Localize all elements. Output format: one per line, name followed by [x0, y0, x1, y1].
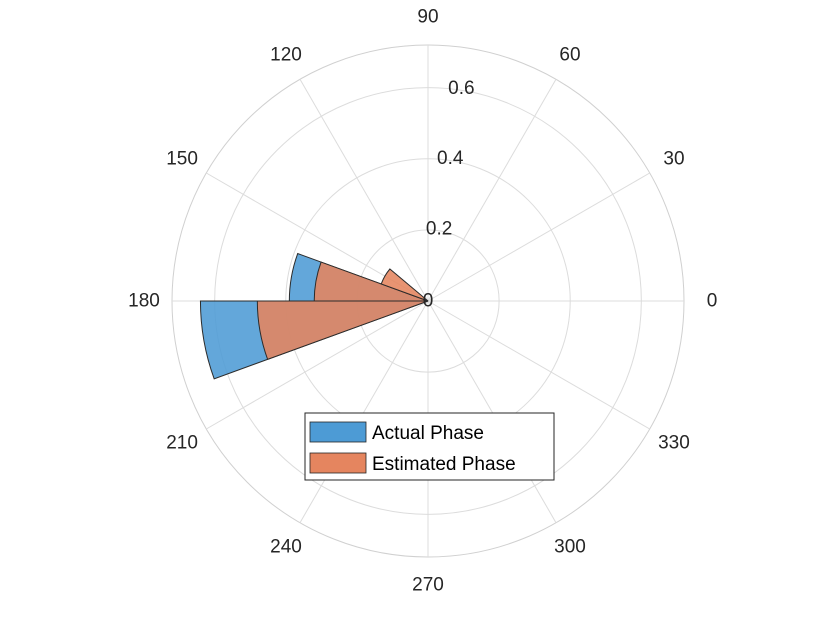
- theta-tick-240: 240: [270, 536, 302, 557]
- legend-label-estimated: Estimated Phase: [372, 454, 516, 475]
- grid-spoke-330: [427, 300, 650, 430]
- r-tick-0.4: 0.4: [437, 148, 464, 169]
- bin-estimated-2: [380, 268, 429, 302]
- grid-spoke-240: [299, 300, 429, 523]
- theta-tick-330: 330: [658, 433, 690, 454]
- r-tick-0.6: 0.6: [448, 78, 474, 99]
- r-tick-0.2: 0.2: [426, 218, 452, 239]
- theta-tick-150: 150: [166, 149, 198, 170]
- grid-spoke-300: [427, 300, 557, 523]
- bin-estimated-1: [313, 261, 429, 302]
- theta-tick-180: 180: [128, 291, 160, 312]
- grid-spoke-60: [427, 79, 557, 302]
- theta-tick-270: 270: [412, 575, 444, 596]
- theta-tick-0: 0: [707, 291, 718, 312]
- legend-label-actual: Actual Phase: [372, 423, 484, 444]
- histogram-bins: [199, 252, 429, 380]
- theta-tick-90: 90: [417, 7, 438, 28]
- legend-swatch-estimated: [309, 452, 367, 474]
- theta-tick-210: 210: [166, 433, 198, 454]
- theta-tick-120: 120: [270, 45, 302, 66]
- theta-tick-60: 60: [559, 45, 580, 66]
- r-tick-0: 0: [423, 291, 434, 312]
- grid-spoke-120: [299, 79, 429, 302]
- grid-spoke-30: [427, 172, 650, 302]
- theta-tick-300: 300: [554, 536, 586, 557]
- legend-swatch-actual: [309, 421, 367, 443]
- tick-labels: 0 30 60 90 120 150 180 210 240 270 300 330 0 0.2 0.4 0.…: [128, 7, 717, 596]
- legend: Actual Phase Estimated Phase: [304, 412, 555, 481]
- bin-estimated-0: [256, 300, 429, 361]
- polar-grid: [171, 44, 685, 558]
- theta-tick-30: 30: [663, 149, 684, 170]
- grid-spoke-210: [206, 300, 429, 430]
